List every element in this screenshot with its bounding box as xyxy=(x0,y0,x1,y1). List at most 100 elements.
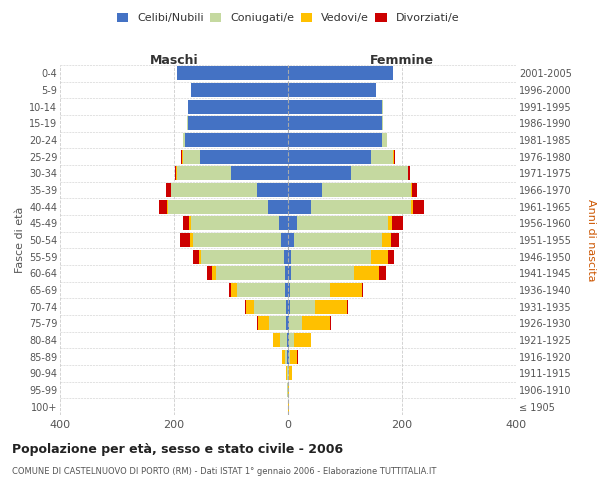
Legend: Celibi/Nubili, Coniugati/e, Vedovi/e, Divorziati/e: Celibi/Nubili, Coniugati/e, Vedovi/e, Di… xyxy=(115,10,461,26)
Bar xyxy=(294,233,382,247)
Bar xyxy=(294,333,311,347)
Bar xyxy=(284,266,288,280)
Bar xyxy=(281,233,288,247)
Bar xyxy=(289,366,292,380)
Bar xyxy=(290,283,330,297)
Bar xyxy=(289,350,290,364)
Bar xyxy=(180,233,190,247)
Bar xyxy=(257,183,288,197)
Bar xyxy=(290,350,297,364)
Bar xyxy=(182,133,185,147)
Bar xyxy=(287,366,288,380)
Bar xyxy=(202,250,284,264)
Bar xyxy=(379,266,386,280)
Bar xyxy=(288,300,290,314)
Bar xyxy=(231,166,288,180)
Bar xyxy=(296,216,388,230)
Bar xyxy=(286,300,288,314)
Text: COMUNE DI CASTELNUOVO DI PORTO (RM) - Dati ISTAT 1° gennaio 2006 - Elaborazione : COMUNE DI CASTELNUOVO DI PORTO (RM) - Da… xyxy=(12,468,436,476)
Bar xyxy=(280,333,287,347)
Bar xyxy=(353,266,379,280)
Bar xyxy=(187,116,188,130)
Bar xyxy=(289,316,302,330)
Bar xyxy=(193,250,199,264)
Bar xyxy=(284,350,287,364)
Y-axis label: Anni di nascita: Anni di nascita xyxy=(586,198,596,281)
Bar xyxy=(362,283,363,297)
Bar xyxy=(392,216,403,230)
Bar xyxy=(258,316,269,330)
Bar xyxy=(166,183,170,197)
Bar xyxy=(288,150,371,164)
Bar xyxy=(212,266,216,280)
Bar xyxy=(231,283,236,297)
Bar xyxy=(311,200,410,214)
Bar xyxy=(382,116,383,130)
Bar xyxy=(316,300,347,314)
Bar xyxy=(190,233,193,247)
Bar xyxy=(167,200,168,214)
Bar xyxy=(168,200,268,214)
Bar xyxy=(288,216,296,230)
Bar xyxy=(291,266,353,280)
Bar xyxy=(288,250,292,264)
Bar xyxy=(371,250,388,264)
Bar xyxy=(282,350,284,364)
Bar xyxy=(246,300,254,314)
Bar xyxy=(185,133,288,147)
Bar xyxy=(177,166,231,180)
Bar xyxy=(216,266,284,280)
Bar xyxy=(193,233,281,247)
Bar xyxy=(288,100,382,114)
Bar xyxy=(191,83,288,97)
Bar xyxy=(191,216,280,230)
Bar xyxy=(199,250,202,264)
Text: Popolazione per età, sesso e stato civile - 2006: Popolazione per età, sesso e stato civil… xyxy=(12,442,343,456)
Bar xyxy=(288,233,294,247)
Bar xyxy=(273,333,280,347)
Bar xyxy=(171,183,257,197)
Bar xyxy=(182,150,200,164)
Bar xyxy=(292,250,371,264)
Bar xyxy=(330,316,331,330)
Bar xyxy=(322,183,410,197)
Bar xyxy=(286,366,287,380)
Bar xyxy=(330,283,362,297)
Bar xyxy=(302,316,330,330)
Bar xyxy=(288,66,394,80)
Bar xyxy=(391,233,399,247)
Bar xyxy=(288,166,350,180)
Bar xyxy=(288,133,382,147)
Bar xyxy=(182,216,190,230)
Bar xyxy=(280,216,288,230)
Bar xyxy=(413,200,424,214)
Y-axis label: Fasce di età: Fasce di età xyxy=(14,207,25,273)
Bar xyxy=(177,66,288,80)
Bar xyxy=(236,283,285,297)
Bar xyxy=(288,316,289,330)
Bar xyxy=(207,266,212,280)
Bar xyxy=(285,283,288,297)
Bar xyxy=(382,233,391,247)
Bar xyxy=(388,216,392,230)
Bar xyxy=(382,133,386,147)
Bar xyxy=(350,166,408,180)
Bar xyxy=(288,266,291,280)
Bar xyxy=(288,83,376,97)
Bar xyxy=(286,316,288,330)
Bar xyxy=(229,283,231,297)
Bar xyxy=(188,100,288,114)
Bar xyxy=(412,183,417,197)
Bar xyxy=(269,316,286,330)
Bar xyxy=(410,183,412,197)
Text: Femmine: Femmine xyxy=(370,54,434,66)
Bar xyxy=(200,150,288,164)
Bar xyxy=(288,200,311,214)
Bar xyxy=(347,300,349,314)
Bar xyxy=(284,250,288,264)
Bar xyxy=(288,383,289,397)
Bar xyxy=(287,333,288,347)
Bar xyxy=(288,116,382,130)
Bar xyxy=(254,300,286,314)
Bar xyxy=(158,200,167,214)
